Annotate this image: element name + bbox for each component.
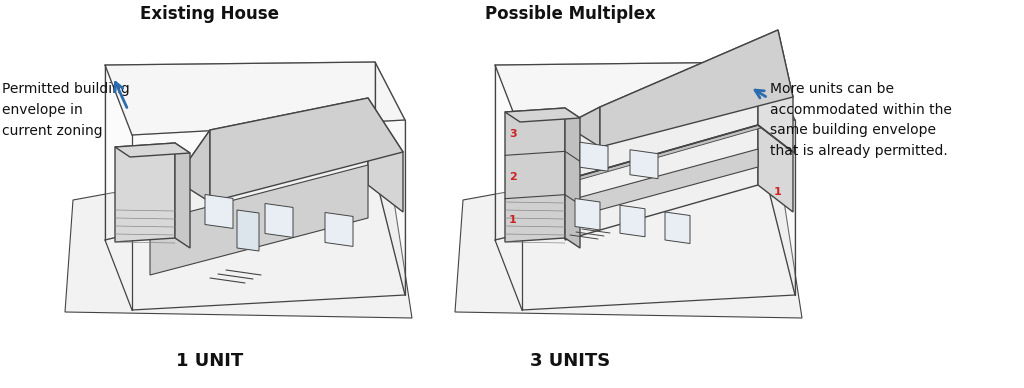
Text: 2: 2 [509, 172, 517, 182]
Polygon shape [210, 98, 403, 202]
Polygon shape [600, 30, 793, 147]
Text: Existing House: Existing House [140, 5, 280, 23]
Polygon shape [175, 130, 210, 202]
Text: 3: 3 [509, 129, 517, 139]
Polygon shape [325, 213, 353, 246]
Polygon shape [105, 62, 375, 240]
Polygon shape [237, 210, 259, 251]
Text: 1 UNIT: 1 UNIT [176, 352, 244, 370]
Polygon shape [758, 125, 793, 212]
Polygon shape [505, 108, 580, 122]
Polygon shape [580, 142, 608, 171]
Polygon shape [175, 143, 190, 248]
Polygon shape [765, 62, 795, 295]
Polygon shape [205, 194, 233, 229]
Polygon shape [620, 205, 645, 237]
Polygon shape [455, 143, 802, 318]
Polygon shape [175, 98, 368, 180]
Text: More units can be
accommodated within the
same building envelope
that is already: More units can be accommodated within th… [770, 82, 952, 158]
Polygon shape [565, 125, 758, 240]
Polygon shape [150, 165, 368, 275]
Polygon shape [175, 125, 368, 240]
Polygon shape [565, 108, 580, 248]
Polygon shape [575, 199, 600, 230]
Text: Permitted building
envelope in
current zoning: Permitted building envelope in current z… [2, 82, 130, 138]
Polygon shape [368, 125, 403, 212]
Polygon shape [665, 212, 690, 244]
Polygon shape [65, 143, 412, 318]
Polygon shape [115, 143, 175, 242]
Polygon shape [375, 62, 406, 295]
Polygon shape [368, 98, 403, 152]
Polygon shape [115, 143, 190, 157]
Polygon shape [495, 62, 795, 135]
Text: 1: 1 [509, 215, 517, 225]
Polygon shape [630, 150, 658, 178]
Polygon shape [565, 125, 761, 183]
Text: Possible Multiplex: Possible Multiplex [484, 5, 655, 23]
Polygon shape [265, 203, 293, 237]
Polygon shape [565, 70, 758, 180]
Text: 3 UNITS: 3 UNITS [529, 352, 610, 370]
Polygon shape [570, 149, 758, 218]
Polygon shape [758, 30, 793, 97]
Polygon shape [495, 62, 765, 240]
Polygon shape [505, 108, 565, 242]
Polygon shape [565, 30, 778, 125]
Polygon shape [758, 70, 793, 152]
Text: 1: 1 [774, 187, 782, 197]
Polygon shape [105, 62, 406, 135]
Polygon shape [565, 107, 600, 147]
